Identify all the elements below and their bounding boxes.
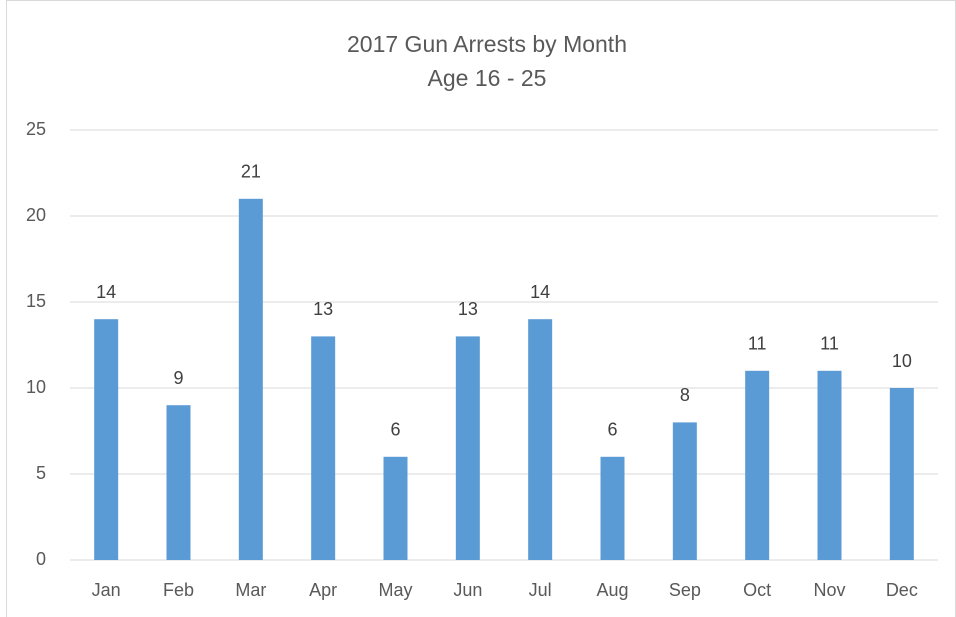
x-tick-label: Dec: [886, 580, 918, 600]
x-tick-label: Jun: [453, 580, 482, 600]
bar: [817, 370, 842, 560]
data-label: 6: [390, 420, 400, 440]
bar: [745, 370, 770, 560]
bar: [672, 422, 697, 560]
x-tick-label: Sep: [669, 580, 701, 600]
data-label: 11: [820, 334, 839, 354]
bar: [238, 198, 263, 561]
data-label: 10: [892, 351, 912, 371]
chart-title: 2017 Gun Arrests by Month: [347, 31, 627, 57]
data-label: 9: [173, 368, 183, 388]
data-label: 14: [530, 282, 550, 302]
data-label: 8: [680, 385, 690, 405]
bar: [600, 456, 625, 560]
data-label: 13: [458, 299, 478, 319]
chart-subtitle: Age 16 - 25: [428, 65, 547, 91]
y-tick-label: 10: [26, 377, 46, 397]
chart-border: [6, 0, 956, 617]
x-tick-label: Jul: [529, 580, 552, 600]
bar: [455, 336, 480, 560]
x-tick-label: May: [378, 580, 412, 600]
bar: [383, 456, 408, 560]
bar: [889, 388, 914, 560]
y-tick-label: 5: [36, 463, 46, 483]
data-label: 6: [607, 420, 617, 440]
x-tick-label: Apr: [309, 580, 337, 600]
data-label: 13: [313, 299, 333, 319]
x-tick-label: Feb: [163, 580, 194, 600]
x-tick-label: Aug: [596, 580, 628, 600]
data-label: 11: [748, 334, 767, 354]
data-label: 14: [96, 282, 116, 302]
y-tick-label: 0: [36, 549, 46, 569]
x-tick-label: Jan: [92, 580, 121, 600]
y-tick-label: 15: [26, 291, 46, 311]
bar: [166, 405, 191, 560]
bar: [94, 319, 119, 560]
bar: [528, 319, 553, 560]
data-label: 21: [241, 162, 261, 182]
x-tick-label: Mar: [235, 580, 266, 600]
y-tick-label: 20: [26, 205, 46, 225]
bar: [311, 336, 336, 560]
x-tick-label: Oct: [743, 580, 771, 600]
y-tick-label: 25: [26, 119, 46, 139]
x-tick-label: Nov: [813, 580, 845, 600]
